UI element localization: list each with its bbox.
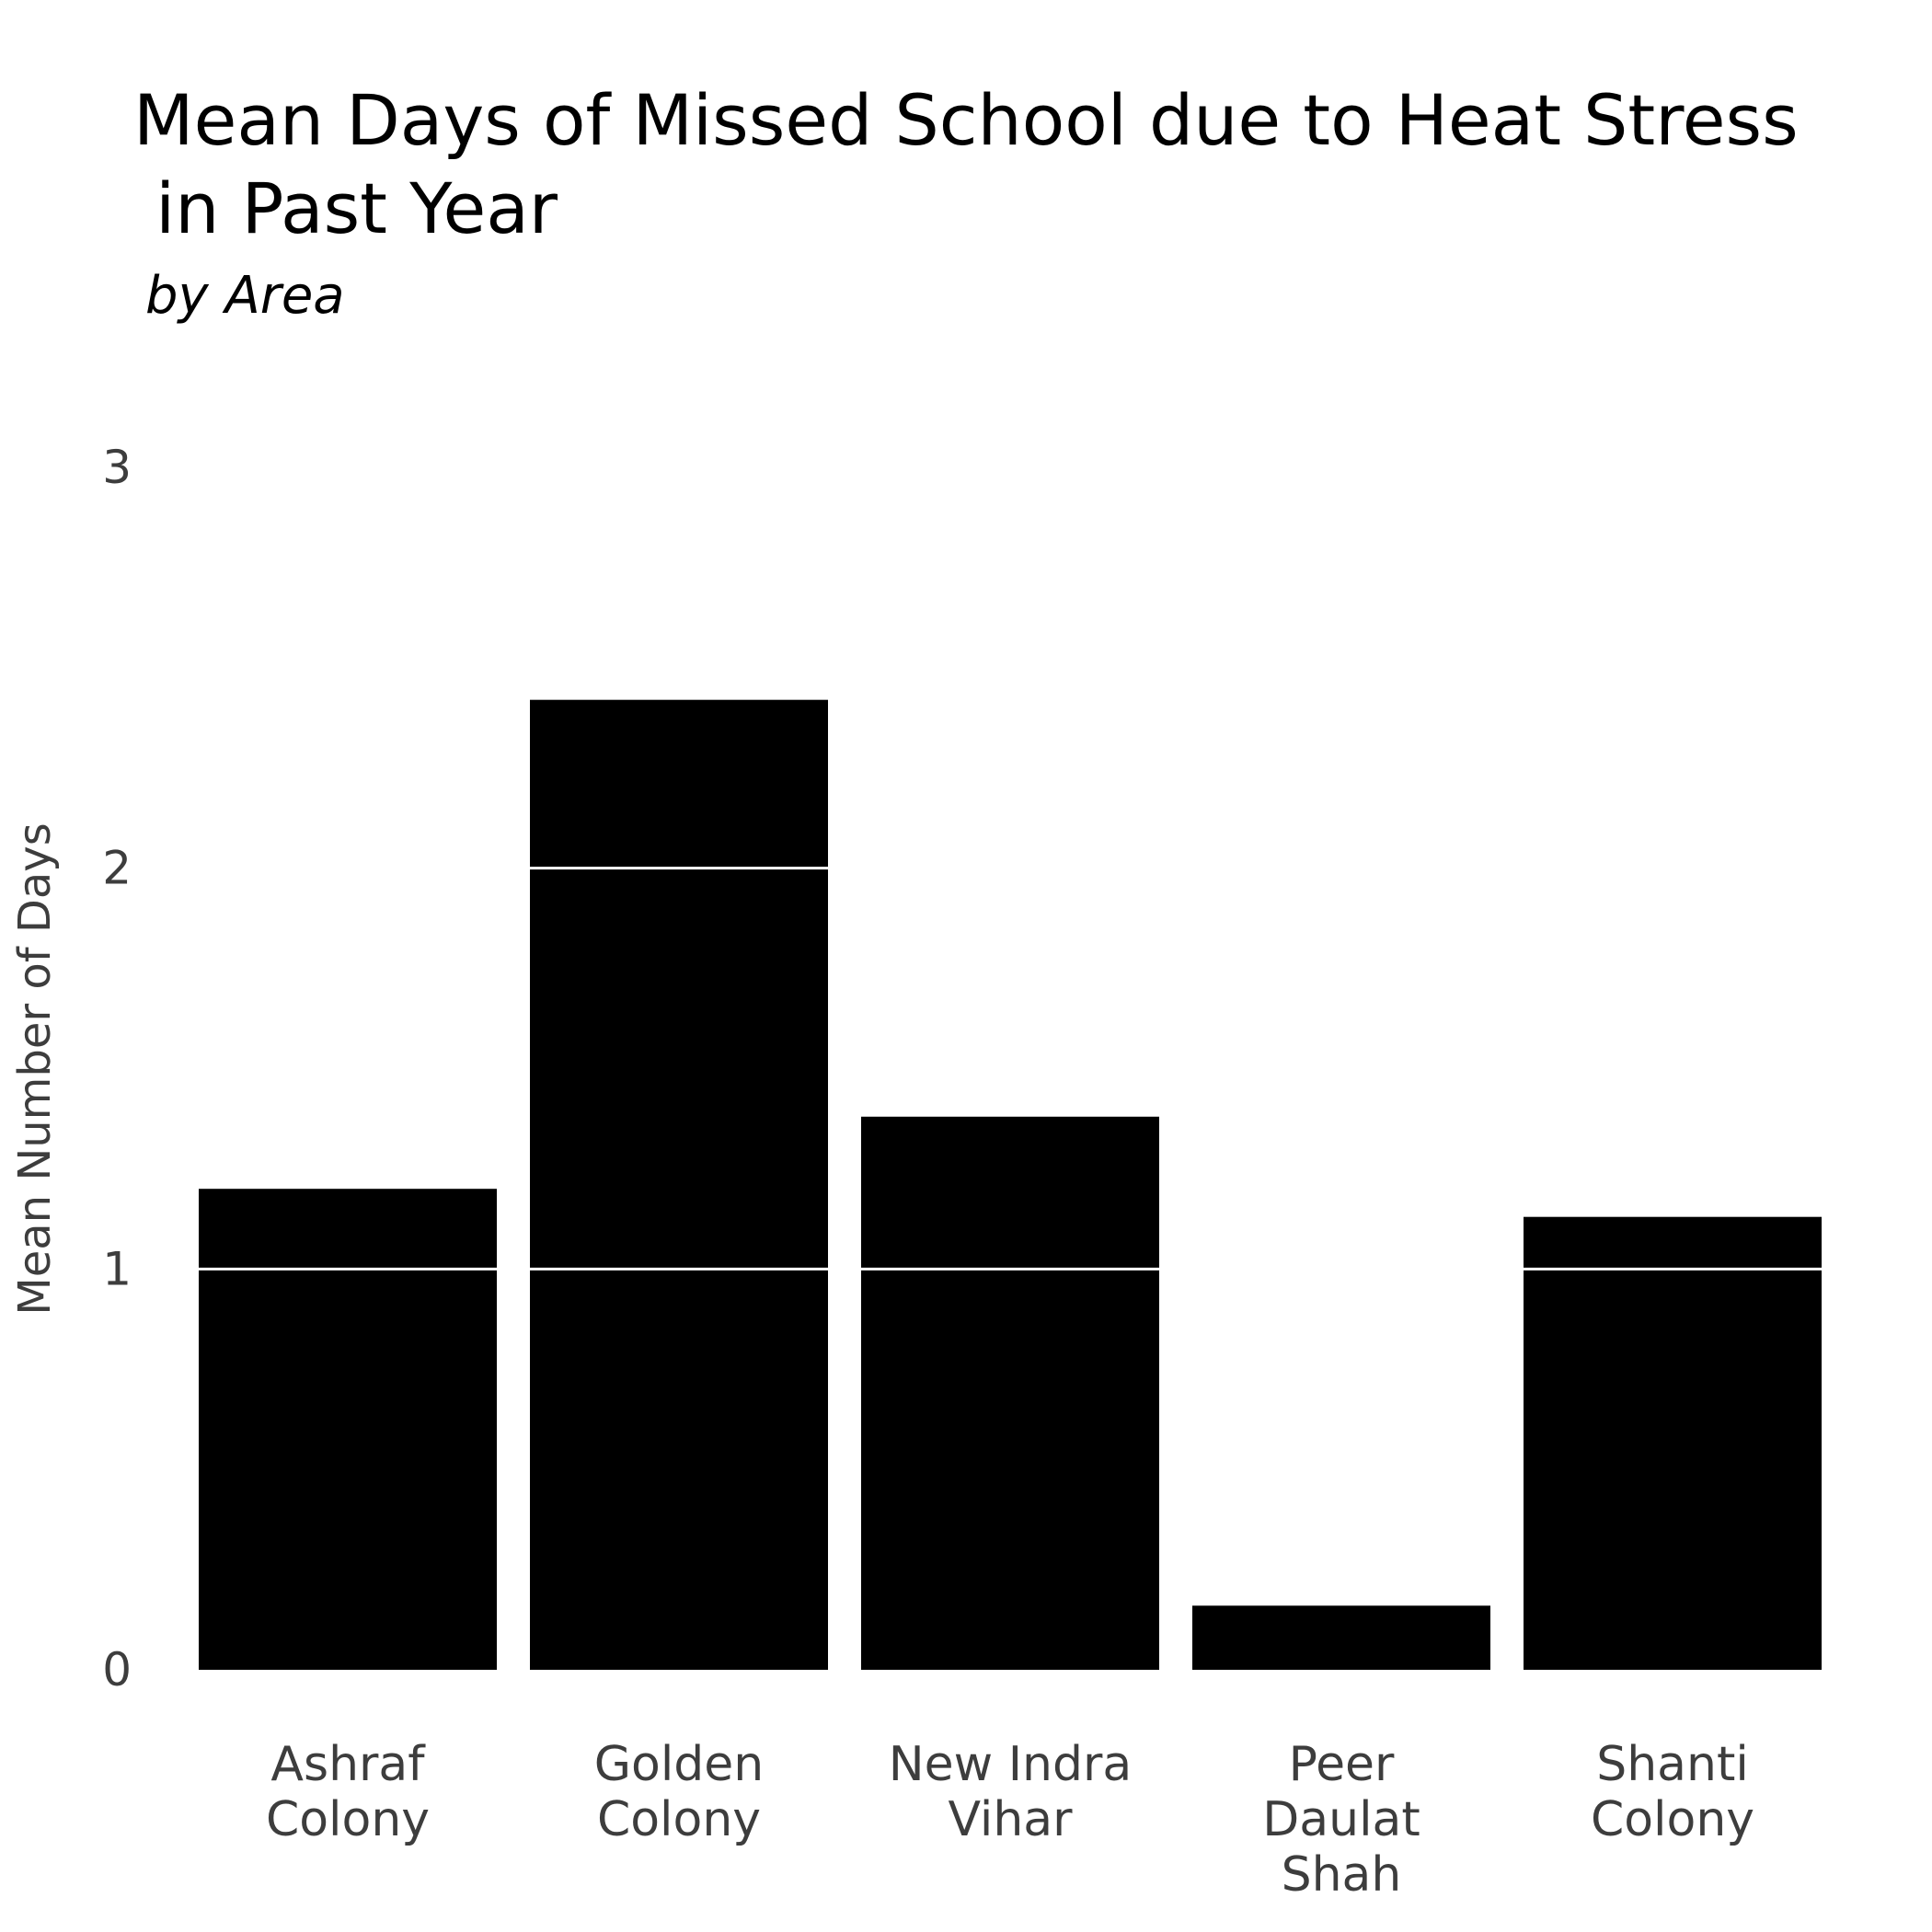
x-tick-label: Peer — [1289, 1737, 1395, 1792]
x-tick-label: New Indra — [889, 1737, 1133, 1792]
y-axis-label: Mean Number of Days — [9, 822, 61, 1315]
x-tick-label: Colony — [266, 1792, 430, 1847]
y-tick-label: 1 — [102, 1242, 132, 1295]
y-tick-label: 0 — [102, 1643, 132, 1696]
x-tick-label: Shanti — [1596, 1737, 1749, 1792]
bar — [530, 699, 828, 1670]
x-tick-label: Shah — [1282, 1847, 1402, 1903]
y-tick-label: 2 — [102, 842, 132, 895]
y-tick-label: 3 — [102, 441, 132, 494]
bar — [1192, 1605, 1490, 1670]
bars-group — [199, 699, 1822, 1670]
x-tick-label: Colony — [1591, 1792, 1754, 1847]
bar — [199, 1189, 497, 1670]
bar — [861, 1116, 1159, 1670]
chart-title-group: Mean Days of Missed School due to Heat S… — [133, 79, 1799, 249]
y-axis-ticks: 0 1 2 3 — [102, 441, 132, 1696]
x-tick-label: Colony — [597, 1792, 761, 1847]
chart-title-line: Mean Days of Missed School due to Heat S… — [133, 79, 1799, 161]
chart-subtitle: by Area — [145, 266, 345, 326]
x-tick-label: Ashraf — [270, 1737, 426, 1792]
x-tick-label: Vihar — [948, 1792, 1073, 1847]
bar — [1524, 1216, 1822, 1670]
x-tick-label: Golden — [594, 1737, 765, 1792]
chart-title-line: in Past Year — [133, 167, 558, 249]
x-tick-label: Daulat — [1262, 1792, 1420, 1847]
gridlines-group — [182, 466, 1838, 1271]
